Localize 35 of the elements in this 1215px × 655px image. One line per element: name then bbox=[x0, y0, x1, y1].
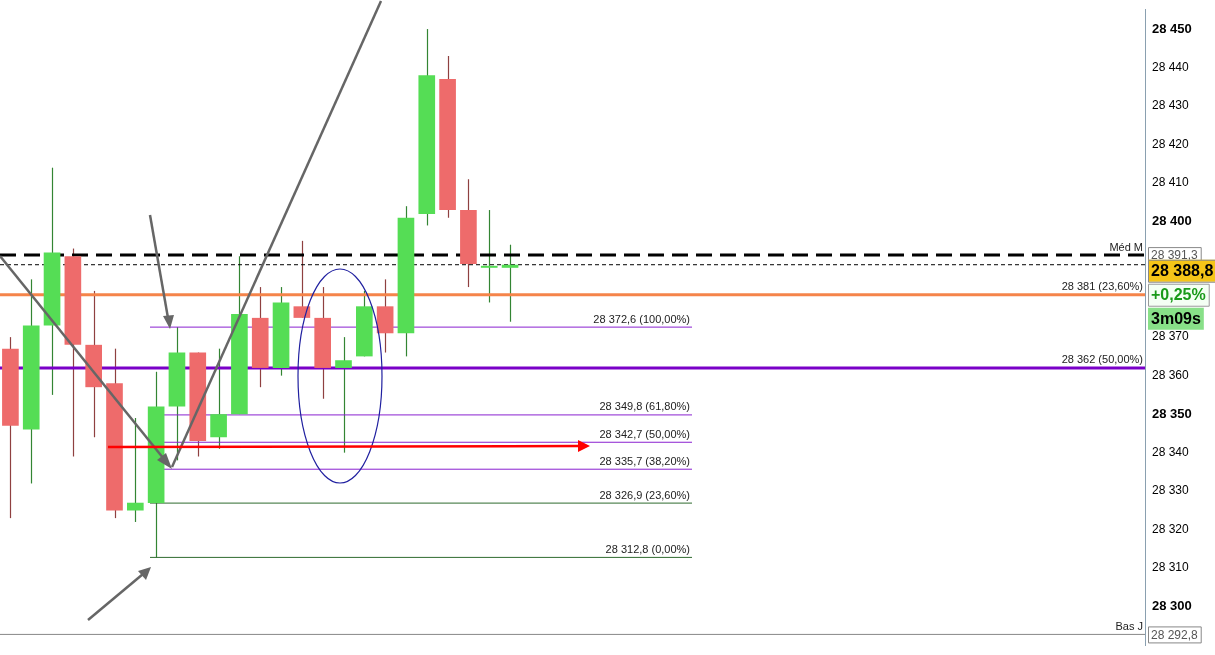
y-tick-label: 28 370 bbox=[1152, 329, 1190, 344]
ref-line-label: 28 312,8 (0,00%) bbox=[605, 542, 690, 555]
y-tick-label: 28 360 bbox=[1152, 367, 1190, 382]
ref-line-label: 28 349,8 (61,80%) bbox=[599, 400, 690, 413]
candlestick bbox=[480, 209, 498, 304]
y-tick-label: 28 420 bbox=[1152, 136, 1190, 151]
ref-line-label: 28 326,9 (23,60%) bbox=[599, 488, 690, 501]
candlestick bbox=[501, 244, 519, 323]
ref-line-label: 28 381 (23,60%) bbox=[1061, 280, 1143, 293]
text: 28 391,3 bbox=[1151, 248, 1199, 263]
y-tick-label: 28 350 bbox=[1152, 405, 1192, 421]
candlestick bbox=[126, 417, 144, 523]
text: 3m09s bbox=[1151, 310, 1201, 328]
y-tick-label: 28 410 bbox=[1152, 175, 1190, 190]
y-tick-label: 28 400 bbox=[1152, 213, 1192, 229]
y-tick-label: 28 450 bbox=[1152, 20, 1192, 36]
candlestick bbox=[335, 336, 352, 454]
text: 28 292,8 bbox=[1151, 627, 1199, 642]
ref-line-label: 28 362 (50,00%) bbox=[1061, 353, 1143, 366]
y-tick-label: 28 330 bbox=[1152, 483, 1190, 498]
y-tick-label: 28 310 bbox=[1152, 560, 1190, 575]
y-tick-label: 28 340 bbox=[1152, 444, 1190, 459]
y-tick-label: 28 320 bbox=[1152, 521, 1190, 536]
y-tick-label: 28 430 bbox=[1152, 98, 1190, 113]
y-tick-label: 28 440 bbox=[1152, 59, 1190, 74]
y-tick-label: 28 300 bbox=[1152, 598, 1192, 614]
candlestick bbox=[293, 240, 311, 319]
ref-line-label: 28 342,7 (50,00%) bbox=[599, 427, 690, 440]
ref-line-label: Méd M bbox=[1109, 240, 1143, 253]
candlestick bbox=[210, 348, 227, 450]
text: 28 388,8 bbox=[1151, 262, 1214, 280]
ref-line-label: 28 335,7 (38,20%) bbox=[599, 454, 690, 467]
text: +0,25% bbox=[1151, 286, 1206, 304]
ref-line-label: Bas J bbox=[1115, 619, 1143, 632]
ref-line-label: 28 372,6 (100,00%) bbox=[593, 312, 690, 325]
